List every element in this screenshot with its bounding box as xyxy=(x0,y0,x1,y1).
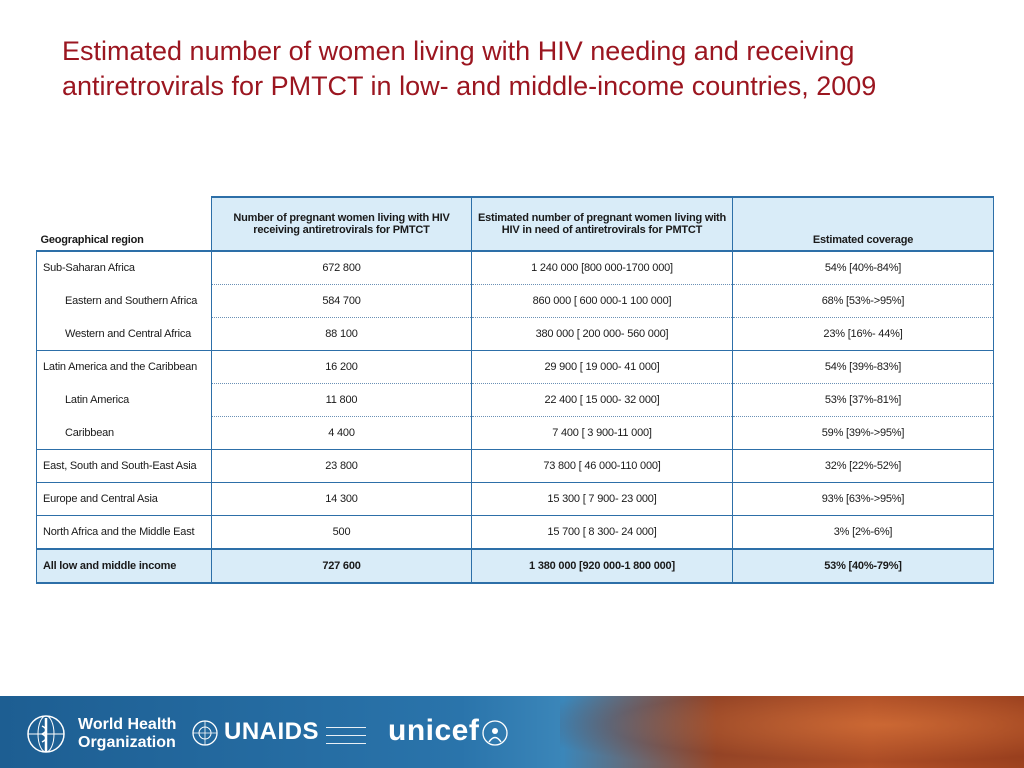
table-row: Eastern and Southern Africa 584 700 860 … xyxy=(36,284,994,318)
unaids-small-print xyxy=(326,722,366,744)
table-row: North Africa and the Middle East 500 15 … xyxy=(36,515,994,549)
receiving-cell: 672 800 xyxy=(211,250,472,285)
coverage-cell: 93% [63%->95%] xyxy=(732,482,994,516)
need-cell: 29 900 [ 19 000- 41 000] xyxy=(471,350,733,384)
receiving-cell: 11 800 xyxy=(211,383,472,417)
need-cell: 7 400 [ 3 900-11 000] xyxy=(471,416,733,450)
need-cell: 15 300 [ 7 900- 23 000] xyxy=(471,482,733,516)
receiving-cell: 4 400 xyxy=(211,416,472,450)
region-cell: Western and Central Africa xyxy=(36,317,212,351)
need-cell: 380 000 [ 200 000- 560 000] xyxy=(471,317,733,351)
table-row: Europe and Central Asia 14 300 15 300 [ … xyxy=(36,482,994,516)
need-cell: 15 700 [ 8 300- 24 000] xyxy=(471,515,733,549)
header-receiving: Number of pregnant women living with HIV… xyxy=(211,196,472,252)
receiving-cell: 727 600 xyxy=(211,548,472,584)
header-coverage: Estimated coverage xyxy=(732,196,994,252)
region-cell: Sub-Saharan Africa xyxy=(36,250,212,285)
need-cell: 22 400 [ 15 000- 32 000] xyxy=(471,383,733,417)
who-line-2: Organization xyxy=(78,734,176,751)
region-cell: Europe and Central Asia xyxy=(36,482,212,516)
region-cell: East, South and South-East Asia xyxy=(36,449,212,483)
region-cell: All low and middle income xyxy=(36,548,212,584)
region-cell: Eastern and Southern Africa xyxy=(36,284,212,318)
slide-title: Estimated number of women living with HI… xyxy=(62,36,877,102)
header-need: Estimated number of pregnant women livin… xyxy=(471,196,733,252)
un-emblem-icon xyxy=(192,720,218,746)
unicef-emblem-icon xyxy=(482,720,508,746)
who-line-1: World Health xyxy=(78,716,177,733)
receiving-cell: 23 800 xyxy=(211,449,472,483)
header-region: Geographical region xyxy=(36,197,212,252)
coverage-cell: 53% [37%-81%] xyxy=(732,383,994,417)
need-cell: 860 000 [ 600 000-1 100 000] xyxy=(471,284,733,318)
unaids-logo-text: UNAIDS xyxy=(224,718,320,745)
receiving-cell: 88 100 xyxy=(211,317,472,351)
footer-band xyxy=(0,696,1024,768)
need-cell: 1 380 000 [920 000-1 800 000] xyxy=(471,548,733,584)
region-cell: North Africa and the Middle East xyxy=(36,515,212,549)
receiving-cell: 500 xyxy=(211,515,472,549)
table-row: Caribbean 4 400 7 400 [ 3 900-11 000] 59… xyxy=(36,416,994,450)
coverage-cell: 54% [39%-83%] xyxy=(732,350,994,384)
table-row: Latin America and the Caribbean 16 200 2… xyxy=(36,350,994,384)
table-row: Sub-Saharan Africa 672 800 1 240 000 [80… xyxy=(36,250,994,285)
coverage-cell: 53% [40%-79%] xyxy=(732,548,994,584)
who-logo-text: World Health Organization xyxy=(78,716,176,752)
table-row: East, South and South-East Asia 23 800 7… xyxy=(36,449,994,483)
receiving-cell: 584 700 xyxy=(211,284,472,318)
coverage-cell: 68% [53%->95%] xyxy=(732,284,994,318)
region-cell: Latin America xyxy=(36,383,212,417)
coverage-cell: 32% [22%-52%] xyxy=(732,449,994,483)
need-cell: 1 240 000 [800 000-1700 000] xyxy=(471,250,733,285)
world-map-graphic xyxy=(560,696,1024,768)
receiving-cell: 16 200 xyxy=(211,350,472,384)
region-cell: Caribbean xyxy=(36,416,212,450)
pmtct-table: Geographical region Number of pregnant w… xyxy=(36,196,994,584)
table-row: Western and Central Africa 88 100 380 00… xyxy=(36,317,994,351)
need-cell: 73 800 [ 46 000-110 000] xyxy=(471,449,733,483)
coverage-cell: 59% [39%->95%] xyxy=(732,416,994,450)
table-row: Latin America 11 800 22 400 [ 15 000- 32… xyxy=(36,383,994,417)
coverage-cell: 3% [2%-6%] xyxy=(732,515,994,549)
table-header-row: Geographical region Number of pregnant w… xyxy=(36,196,994,252)
who-emblem-icon xyxy=(27,715,65,753)
unicef-logo-text: unicef xyxy=(388,714,480,747)
receiving-cell: 14 300 xyxy=(211,482,472,516)
table-total-row: All low and middle income 727 600 1 380 … xyxy=(36,548,994,584)
region-cell: Latin America and the Caribbean xyxy=(36,350,212,384)
coverage-cell: 54% [40%-84%] xyxy=(732,250,994,285)
coverage-cell: 23% [16%- 44%] xyxy=(732,317,994,351)
